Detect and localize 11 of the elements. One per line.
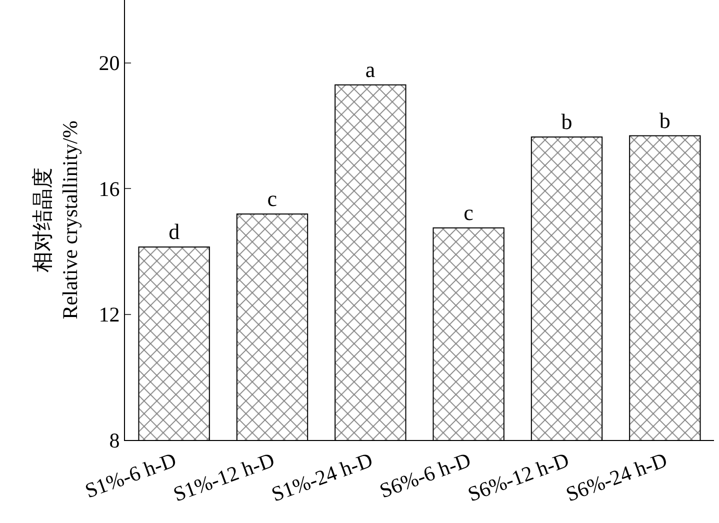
y-tick-label: 20 <box>98 51 120 76</box>
data-label: c <box>464 200 474 225</box>
data-label: c <box>267 186 278 212</box>
y-tick-label: 16 <box>98 176 120 201</box>
data-label: a <box>365 56 376 82</box>
data-label: b <box>561 109 572 134</box>
data-label: d <box>168 219 180 244</box>
y-tick-label: 12 <box>98 302 120 327</box>
y-axis-title: 相对结晶度 Relative crystallinity/% <box>30 120 82 320</box>
data-label: b <box>659 108 670 133</box>
y-tick-label: 8 <box>109 428 120 452</box>
